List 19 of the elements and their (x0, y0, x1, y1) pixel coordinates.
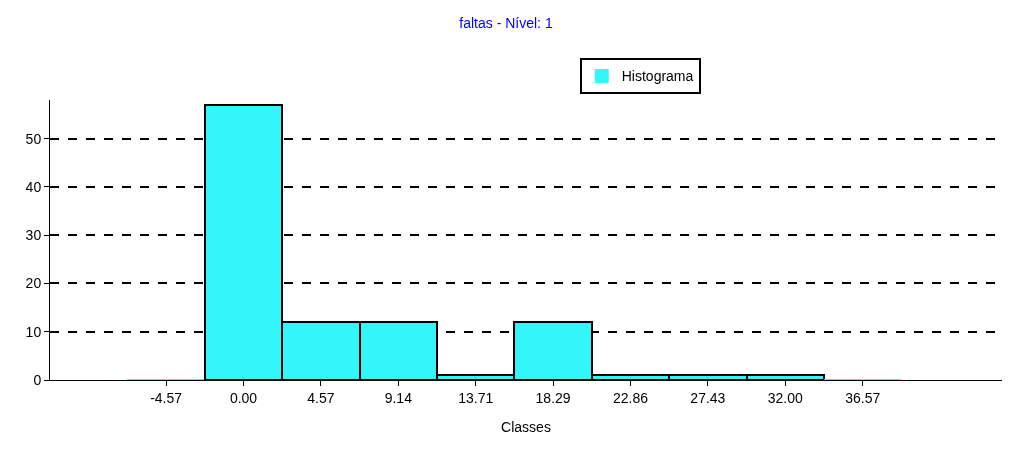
x-tick-label: 9.14 (384, 389, 413, 406)
legend-label: Histograma (621, 68, 694, 85)
x-tick-label: 13.71 (458, 389, 494, 406)
x-tick-label: 0.00 (229, 389, 258, 406)
x-tick-label: 18.29 (535, 389, 571, 406)
x-tick-label: 4.57 (307, 389, 335, 406)
x-tick-label: 27.43 (690, 389, 726, 406)
x-tick-label: 36.57 (845, 389, 881, 406)
y-tick-label: 40 (25, 178, 42, 195)
x-tick-label: 32.00 (767, 389, 803, 406)
y-tick-label: 10 (25, 323, 42, 340)
x-axis-title: Classes (501, 419, 551, 435)
chart-title: faltas - Nível: 1 (459, 14, 553, 31)
x-tick-label: 22.86 (612, 389, 649, 406)
y-tick-label: 50 (25, 130, 42, 147)
y-tick-label: 20 (25, 275, 42, 292)
x-tick-label: -4.57 (150, 389, 183, 406)
y-tick-label: 0 (33, 371, 42, 388)
y-tick-label: 30 (25, 227, 42, 244)
